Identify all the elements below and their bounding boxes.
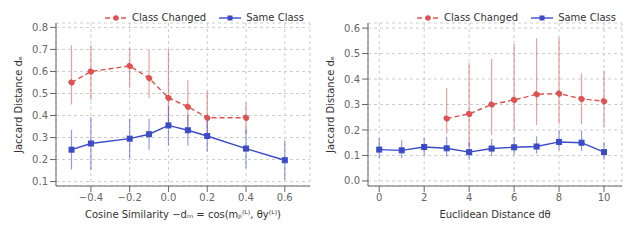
svg-text:Jaccard Distance dₑ: Jaccard Distance dₑ — [325, 56, 336, 154]
svg-text:0.0: 0.0 — [161, 192, 177, 203]
svg-text:−0.4: −0.4 — [79, 192, 103, 203]
svg-text:−0.2: −0.2 — [118, 192, 142, 203]
svg-text:0.8: 0.8 — [32, 22, 48, 33]
svg-text:0.3: 0.3 — [344, 99, 360, 110]
svg-text:Jaccard Distance dₑ: Jaccard Distance dₑ — [13, 56, 24, 154]
svg-text:0.6: 0.6 — [32, 66, 48, 77]
svg-text:0.6: 0.6 — [277, 192, 293, 203]
svg-text:0.0: 0.0 — [344, 175, 360, 186]
svg-text:4: 4 — [466, 192, 472, 203]
svg-text:0.2: 0.2 — [32, 154, 48, 165]
svg-text:10: 10 — [598, 192, 611, 203]
svg-text:6: 6 — [511, 192, 517, 203]
svg-text:0.4: 0.4 — [32, 110, 48, 121]
svg-text:0.7: 0.7 — [32, 44, 48, 55]
svg-text:0.5: 0.5 — [344, 48, 360, 59]
svg-text:0.4: 0.4 — [344, 74, 360, 85]
svg-text:0.3: 0.3 — [32, 132, 48, 143]
svg-text:0: 0 — [376, 192, 382, 203]
svg-text:Cosine Similarity −dₘ = cos(mⱼ: Cosine Similarity −dₘ = cos(mⱼᵢ⁽ᴸ⁾, θy⁽ᴸ… — [85, 209, 281, 220]
svg-text:0.6: 0.6 — [344, 23, 360, 34]
html-text:Same Class: Same Class — [558, 12, 616, 23]
svg-text:2: 2 — [421, 192, 427, 203]
svg-text:0.1: 0.1 — [32, 176, 48, 187]
html-text:Class Changed: Class Changed — [132, 12, 207, 23]
svg-text:0.5: 0.5 — [32, 88, 48, 99]
svg-text:Euclidean Distance dθ: Euclidean Distance dθ — [439, 209, 550, 220]
svg-text:8: 8 — [556, 192, 562, 203]
html-text:Class Changed: Class Changed — [444, 12, 519, 23]
svg-text:0.2: 0.2 — [344, 125, 360, 136]
svg-text:0.4: 0.4 — [238, 192, 254, 203]
svg-text:0.2: 0.2 — [199, 192, 215, 203]
svg-text:0.1: 0.1 — [344, 150, 360, 161]
html-text:Same Class: Same Class — [246, 12, 304, 23]
